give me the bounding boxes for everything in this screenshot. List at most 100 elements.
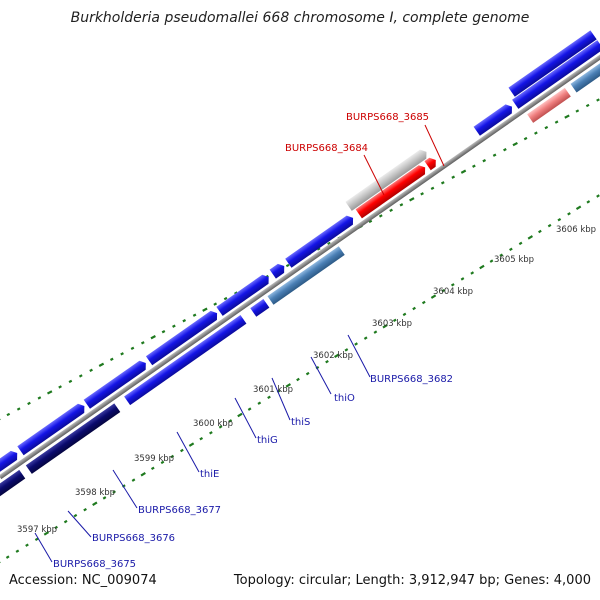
tick-dot — [499, 253, 504, 257]
tick-dot — [121, 484, 126, 488]
gene-thig[interactable] — [216, 272, 271, 316]
tick-dot — [412, 306, 416, 311]
tick-dot — [92, 501, 98, 507]
gene-minus-blue-1[interactable] — [124, 315, 247, 406]
genome-summary: Topology: circular; Length: 3,912,947 bp… — [233, 573, 591, 588]
gene-burps668-3684[interactable] — [355, 163, 429, 219]
gene-label[interactable]: BURPS668_3685 — [346, 112, 429, 123]
tick-dot — [482, 159, 487, 163]
tick-dot — [327, 241, 331, 246]
leader-line — [424, 124, 445, 167]
gene-burps668-3685[interactable] — [424, 155, 439, 171]
tick-dot — [523, 136, 528, 141]
tick-dot — [460, 169, 467, 174]
tick-dot — [161, 330, 166, 334]
gene-label[interactable]: thiG — [257, 435, 278, 446]
gene-navy-2[interactable] — [25, 403, 121, 474]
tick-dot — [544, 125, 549, 130]
tick-dot — [575, 205, 582, 211]
tick-dot — [131, 478, 136, 482]
leader-line — [271, 377, 291, 421]
gene-label-leaders — [34, 124, 445, 563]
tick-dot — [0, 560, 1, 566]
gene-burps668-3676[interactable] — [17, 402, 87, 456]
gene-label[interactable]: BURPS668_3684 — [285, 143, 368, 154]
tick-dot — [296, 377, 300, 382]
tick-dot — [182, 319, 187, 323]
gene-navy-1[interactable] — [0, 469, 26, 508]
tick-dot — [538, 229, 542, 234]
tick-dot — [150, 466, 155, 471]
tick-dot — [479, 264, 485, 270]
tick-dot — [102, 496, 107, 500]
tick-dot — [586, 200, 591, 204]
tick-dot — [315, 365, 320, 370]
tick-dot — [209, 431, 213, 435]
gene-label[interactable]: BURPS668_3677 — [138, 505, 221, 516]
tick-dot — [58, 385, 62, 389]
tick-dot — [199, 436, 204, 441]
gene-label[interactable]: BURPS668_3675 — [53, 559, 136, 570]
leader-line — [34, 532, 53, 563]
tick-dot — [0, 417, 1, 423]
leader-line — [363, 154, 385, 196]
gene-burps668-3686[interactable] — [473, 102, 516, 136]
plus-strand-genes — [0, 30, 600, 491]
gene-thie[interactable] — [145, 309, 220, 366]
tick-dot — [37, 396, 42, 400]
gene-thio[interactable] — [285, 213, 356, 268]
gene-burps668-3675[interactable] — [0, 449, 20, 491]
gene-this[interactable] — [269, 262, 288, 279]
gene-burps668-3682[interactable] — [267, 246, 345, 305]
gene-burps668-3687[interactable] — [512, 40, 600, 109]
tick-dot — [109, 357, 114, 361]
gene-steel-feature[interactable] — [570, 56, 600, 93]
gene-label[interactable]: BURPS668_3676 — [92, 533, 175, 544]
tick-dot — [382, 323, 388, 329]
tick-dot — [421, 300, 426, 305]
gene-minus-blue-2[interactable] — [250, 298, 270, 317]
tick-dot — [285, 383, 292, 388]
tick-dot — [46, 390, 53, 395]
tick-dot — [344, 348, 349, 352]
tick-dot — [267, 395, 271, 400]
tick-dot — [325, 359, 329, 364]
tick-dot — [420, 192, 424, 196]
tick-dot — [409, 197, 415, 202]
tick-dot — [27, 401, 31, 406]
tick-dot — [73, 513, 78, 518]
gene-label[interactable]: thiO — [334, 393, 355, 404]
tick-dot — [83, 507, 87, 512]
tick-dot — [472, 164, 476, 168]
leader-line — [347, 334, 371, 378]
tick-label: 3604 kbp — [433, 287, 473, 297]
tick-dot — [567, 212, 571, 216]
tick-dot — [140, 471, 146, 477]
gene-burps668-3688[interactable] — [508, 30, 597, 97]
tick-dot — [6, 412, 11, 417]
tick-dot — [399, 203, 404, 207]
tick-label: 3599 kbp — [134, 454, 174, 464]
tick-dot — [285, 263, 290, 268]
tick-dot — [98, 362, 105, 367]
gene-pink-feature[interactable] — [527, 87, 571, 123]
tick-dot — [316, 247, 321, 251]
tick-dot — [503, 148, 507, 152]
tick-dot — [192, 313, 197, 317]
gene-burps668-3677[interactable] — [83, 358, 149, 409]
tick-dot — [554, 120, 559, 124]
tick-dot — [596, 194, 600, 198]
tick-dot — [389, 208, 393, 212]
accession-text: Accession: NC_009074 — [9, 573, 157, 588]
tick-dot — [441, 288, 446, 293]
tick-label: 3600 kbp — [193, 419, 233, 429]
map-title: Burkholderia pseudomallei 668 chromosome… — [70, 10, 530, 26]
tick-dot — [575, 109, 580, 113]
tick-dot — [402, 312, 407, 317]
tick-label: 3605 kbp — [494, 255, 534, 265]
gene-label[interactable]: thiS — [291, 417, 310, 428]
gene-label[interactable]: BURPS668_3682 — [370, 374, 453, 385]
gene-label[interactable]: thiE — [200, 469, 219, 480]
gene-gray-feature[interactable] — [345, 147, 429, 211]
